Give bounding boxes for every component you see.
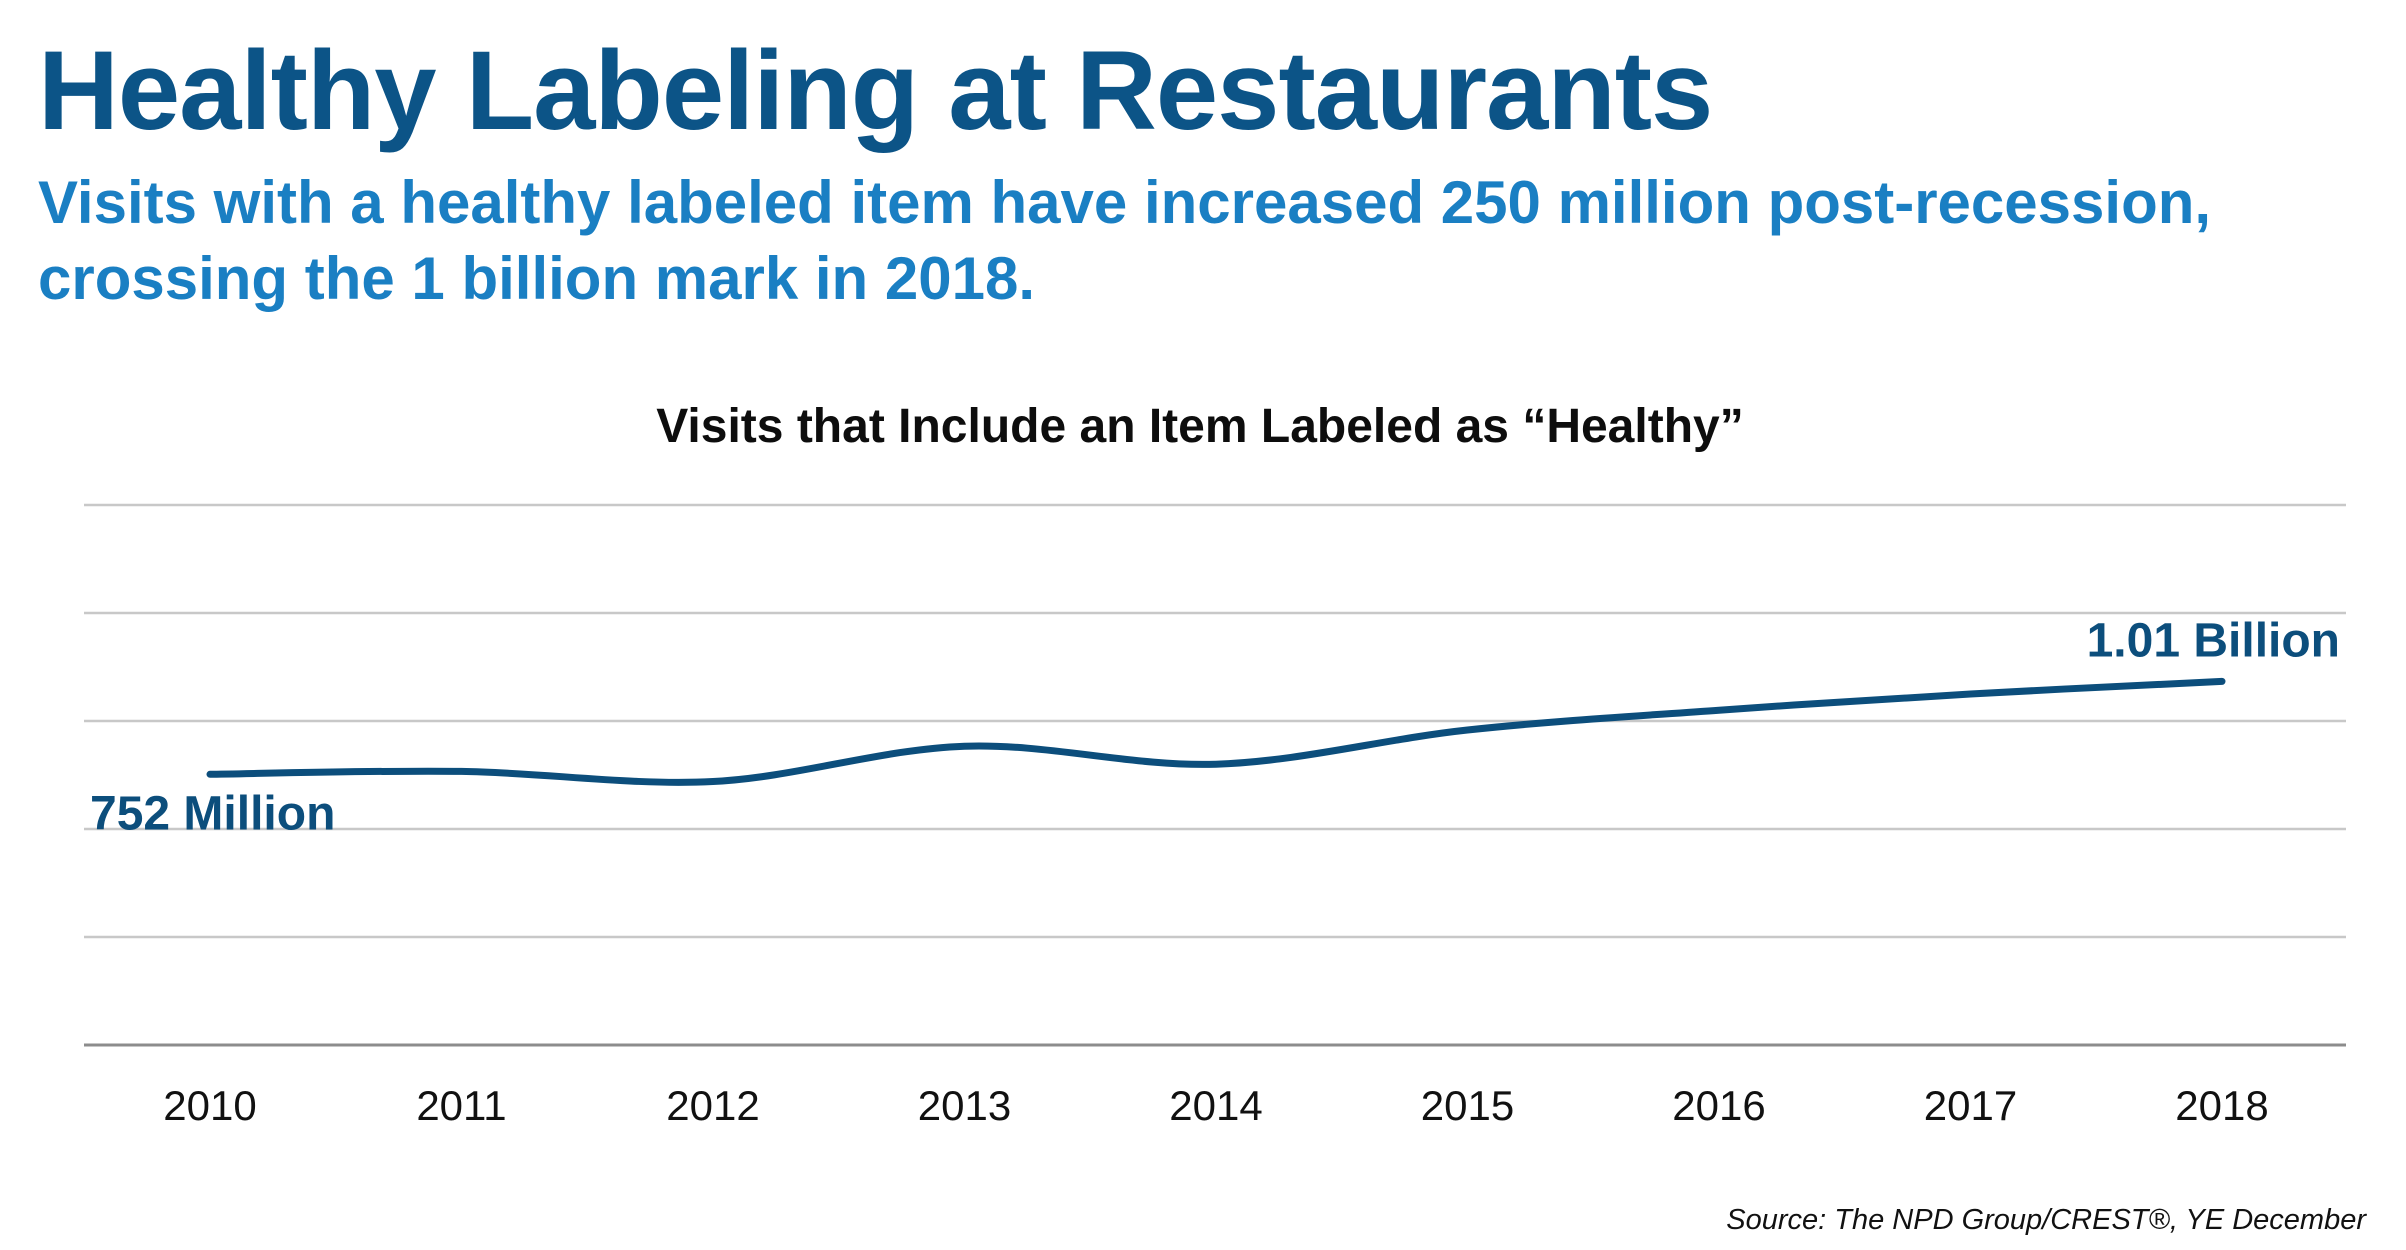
source-note: Source: The NPD Group/CREST®, YE Decembe… (1726, 1204, 2366, 1236)
x-tick-label: 2013 (918, 1082, 1011, 1129)
gridlines (84, 503, 2346, 939)
chart-title: Visits that Include an Item Labeled as “… (656, 400, 1743, 453)
page-subtitle: Visits with a healthy labeled item have … (38, 169, 2212, 312)
x-tick-label: 2012 (666, 1082, 759, 1129)
page-title: Healthy Labeling at Restaurants (38, 28, 1713, 153)
x-tick-label: 2015 (1421, 1082, 1514, 1129)
x-tick-label: 2016 (1672, 1082, 1765, 1129)
x-tick-label: 2018 (2175, 1082, 2268, 1129)
x-tick-label: 2017 (1924, 1082, 2017, 1129)
data-labels: 752 Million 1.01 Billion (90, 614, 2340, 840)
x-axis: 2010 2011 2012 2013 2014 2015 2016 2017 2018 (84, 1043, 2346, 1129)
series-line (206, 677, 2226, 786)
x-tick-label: 2011 (416, 1082, 506, 1129)
x-tick-label: 2010 (163, 1082, 256, 1129)
x-tick-label: 2014 (1169, 1082, 1262, 1129)
data-label: 752 Million (90, 787, 335, 840)
data-label: 1.01 Billion (2087, 614, 2340, 667)
